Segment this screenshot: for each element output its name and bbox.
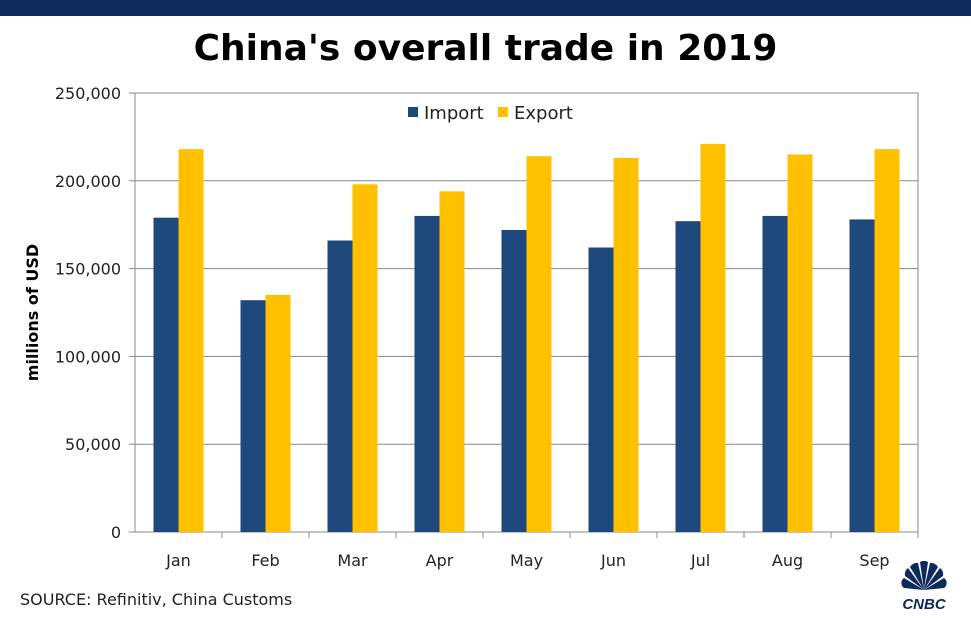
x-tick-label: Sep bbox=[859, 551, 889, 570]
x-tick-label: Mar bbox=[337, 551, 368, 570]
bar-export-jun bbox=[613, 157, 639, 533]
x-tick-label: Jan bbox=[165, 551, 191, 570]
legend-swatch-import bbox=[408, 107, 418, 117]
x-tick-label: Feb bbox=[251, 551, 279, 570]
bar-export-may bbox=[526, 156, 552, 532]
y-tick-label: 200,000 bbox=[55, 172, 121, 191]
bar-import-jun bbox=[588, 247, 614, 532]
bar-export-jul bbox=[700, 143, 726, 532]
bar-import-aug bbox=[762, 215, 788, 533]
bar-import-feb bbox=[240, 300, 266, 532]
x-tick-label: Aug bbox=[772, 551, 803, 570]
peacock-icon bbox=[901, 560, 947, 590]
y-tick-label: 0 bbox=[111, 523, 121, 542]
bar-import-apr bbox=[414, 215, 440, 533]
cnbc-logo: CNBC bbox=[901, 560, 947, 612]
y-tick-label: 250,000 bbox=[55, 84, 121, 103]
source-note: SOURCE: Refinitiv, China Customs bbox=[20, 590, 293, 609]
legend-swatch-export bbox=[498, 107, 508, 117]
bar-import-may bbox=[501, 229, 527, 532]
bar-import-jan bbox=[153, 217, 179, 532]
chart-title: China's overall trade in 2019 bbox=[193, 28, 778, 69]
legend-label-import: Import bbox=[424, 103, 484, 124]
bar-export-feb bbox=[265, 294, 291, 532]
bar-import-jul bbox=[675, 221, 701, 533]
x-tick-label: Jun bbox=[600, 551, 626, 570]
bar-import-sep bbox=[849, 219, 875, 532]
top-bar bbox=[0, 0, 971, 16]
y-tick-label: 50,000 bbox=[65, 435, 121, 454]
bar-import-mar bbox=[327, 240, 353, 532]
bar-export-apr bbox=[439, 191, 465, 532]
cnbc-logo-text: CNBC bbox=[902, 596, 946, 612]
x-tick-label: May bbox=[510, 551, 543, 570]
y-tick-label: 150,000 bbox=[55, 260, 121, 279]
y-axis-label: millions of USD bbox=[23, 244, 42, 381]
bar-export-sep bbox=[874, 149, 900, 532]
x-tick-label: Apr bbox=[426, 551, 454, 570]
legend-label-export: Export bbox=[514, 103, 573, 124]
x-tick-label: Jul bbox=[690, 551, 710, 570]
bar-export-aug bbox=[787, 154, 813, 532]
bar-export-jan bbox=[178, 149, 204, 532]
y-tick-label: 100,000 bbox=[55, 347, 121, 366]
bar-export-mar bbox=[352, 184, 378, 532]
